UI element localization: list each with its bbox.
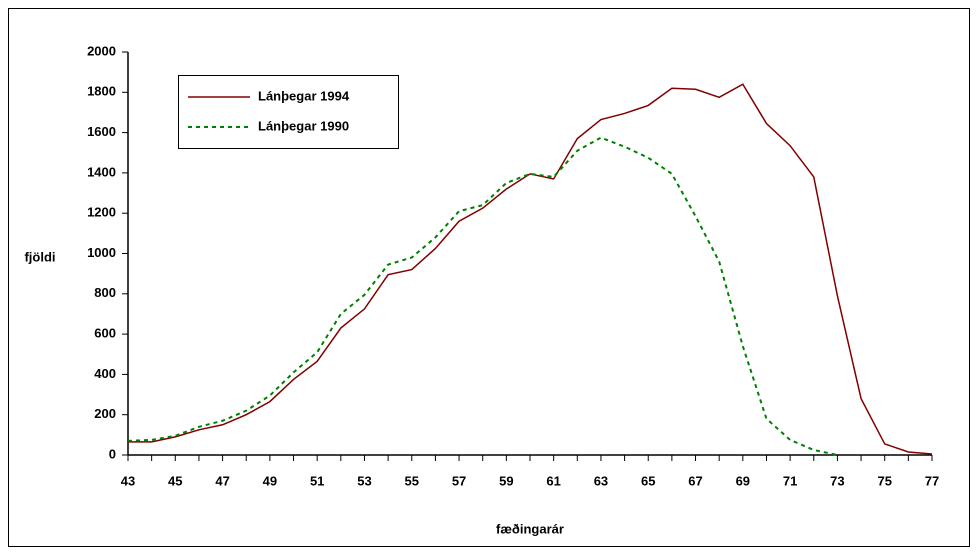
y-tick-label: 0 (109, 446, 116, 461)
x-tick-label: 47 (215, 473, 229, 488)
y-tick-label: 1200 (87, 205, 116, 220)
x-tick-label: 63 (594, 473, 608, 488)
x-tick-label: 71 (783, 473, 797, 488)
y-tick-label: 200 (94, 406, 116, 421)
x-tick-label: 65 (641, 473, 655, 488)
series-line (128, 83, 933, 455)
y-tick-label: 600 (94, 326, 116, 341)
x-tick-label: 53 (357, 473, 371, 488)
legend-label: Lánþegar 1994 (258, 88, 350, 103)
legend-label: Lánþegar 1990 (258, 118, 349, 133)
x-tick-label: 73 (830, 473, 844, 488)
x-tick-label: 49 (263, 473, 277, 488)
x-tick-label: 67 (688, 473, 702, 488)
x-tick-label: 61 (546, 473, 560, 488)
frame (8, 8, 970, 547)
x-tick-label: 45 (168, 473, 182, 488)
x-tick-label: 77 (925, 473, 939, 488)
y-tick-label: 2000 (87, 43, 116, 58)
x-axis-label: fæðingarár (496, 521, 564, 536)
series-line (127, 136, 838, 456)
y-tick-label: 1800 (87, 84, 116, 99)
x-tick-label: 43 (121, 473, 135, 488)
x-tick-label: 51 (310, 473, 324, 488)
x-tick-label: 57 (452, 473, 466, 488)
y-tick-label: 400 (94, 366, 116, 381)
y-tick-label: 800 (94, 285, 116, 300)
x-tick-label: 59 (499, 473, 513, 488)
y-tick-label: 1400 (87, 164, 116, 179)
y-tick-label: 1600 (87, 124, 116, 139)
x-tick-label: 69 (736, 473, 750, 488)
x-tick-label: 75 (877, 473, 891, 488)
x-tick-label: 55 (405, 473, 419, 488)
y-tick-label: 1000 (87, 245, 116, 260)
legend-box (178, 75, 399, 149)
y-axis-label: fjöldi (24, 249, 55, 264)
